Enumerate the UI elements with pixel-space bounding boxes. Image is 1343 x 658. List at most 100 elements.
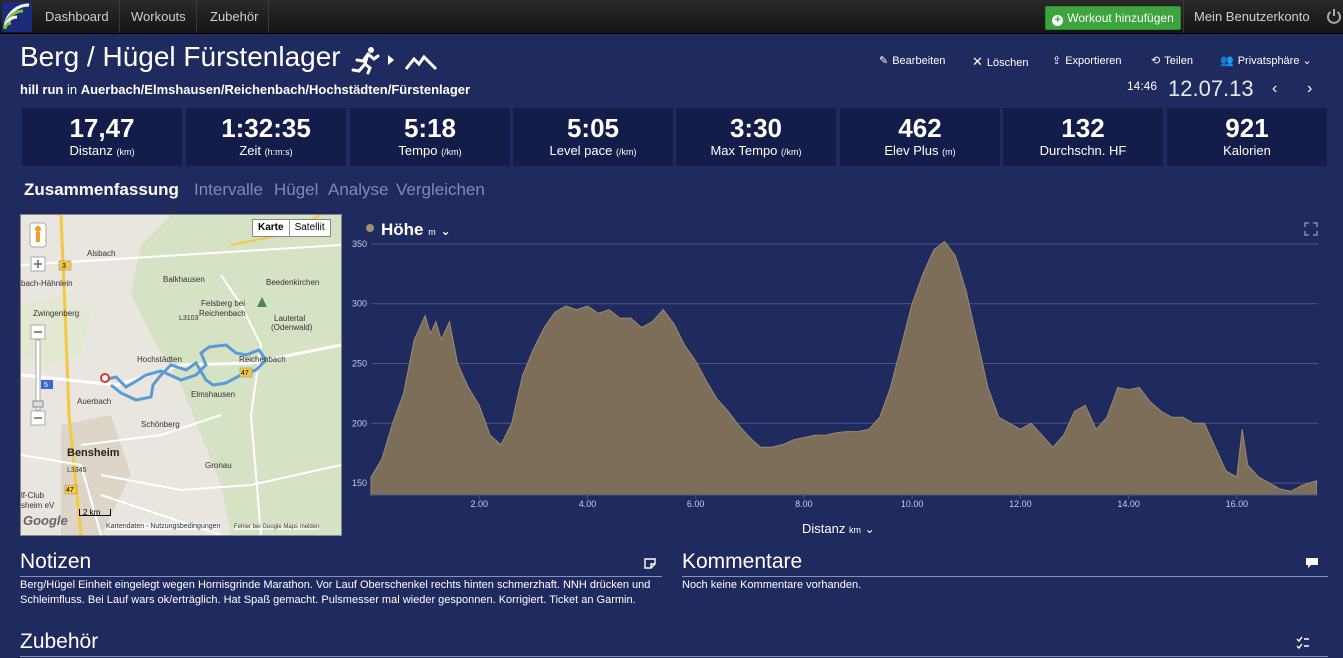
stat-value: 1:32:35 xyxy=(221,113,311,143)
y-tick-label: 250 xyxy=(352,359,367,369)
x-label-unit: km xyxy=(848,525,861,535)
stat-value: 462 xyxy=(898,113,942,143)
y-tick-label: 200 xyxy=(352,418,367,428)
map-place: L3103 xyxy=(179,315,199,322)
tab-summary[interactable]: Zusammenfassung xyxy=(24,180,179,199)
stat-value: 921 xyxy=(1225,113,1269,143)
tab-compare[interactable]: Vergleichen xyxy=(396,180,485,199)
y-tick-label: 350 xyxy=(352,239,367,249)
checklist-icon[interactable] xyxy=(1296,636,1310,650)
map-place: Lautertal xyxy=(274,314,306,323)
map-place: sheim eV xyxy=(21,501,55,510)
nav-workouts[interactable]: Workouts xyxy=(121,0,197,33)
map-place: Schönberg xyxy=(141,420,180,429)
x-tick-label: 2.00 xyxy=(470,499,488,509)
comments-text: Noch keine Kommentare vorhanden. xyxy=(682,579,862,591)
workout-type: hill run xyxy=(20,82,64,97)
account-menu[interactable]: Mein Benutzerkonto xyxy=(1183,0,1310,33)
svg-text:47: 47 xyxy=(241,370,249,377)
map-canvas: 3 5 47 47 xyxy=(21,215,341,535)
next-workout-chevron-icon[interactable]: › xyxy=(1307,80,1313,97)
gear-divider xyxy=(20,656,1328,657)
chevron-down-icon: ⌄ xyxy=(440,224,451,238)
pencil-icon: ✎ xyxy=(879,55,889,67)
map-place: Balkhausen xyxy=(163,275,205,284)
workout-time: 14:46 xyxy=(1127,79,1158,93)
map-place: Elmshausen xyxy=(191,390,236,399)
stat-calories: 921 Kalorien xyxy=(1167,108,1327,166)
notes-divider xyxy=(20,576,662,577)
map-type-karte[interactable]: Karte xyxy=(253,220,290,236)
stat-max-pace: 3:30 Max Tempo (/km) xyxy=(676,108,836,166)
notes-text: Berg/Hügel Einheit eingelegt wegen Horni… xyxy=(20,579,651,606)
prev-workout-chevron-icon[interactable]: ‹ xyxy=(1272,80,1278,97)
export-label: Exportieren xyxy=(1065,55,1122,67)
x-tick-label: 12.00 xyxy=(1009,499,1032,509)
stat-label: Level pace (/km) xyxy=(549,143,637,158)
comments-divider xyxy=(682,576,1328,577)
comment-icon[interactable] xyxy=(1305,556,1319,570)
workout-date: 12.07.13 xyxy=(1168,76,1254,101)
map-place: bach-Hähnlein xyxy=(21,279,73,288)
map-place: Reichenbach xyxy=(199,309,246,318)
stat-avg-hr: 132 Durchschn. HF xyxy=(1003,108,1163,166)
tab-analysis[interactable]: Analyse xyxy=(328,180,389,199)
map-type-satellit[interactable]: Satellit xyxy=(294,222,325,233)
app-logo-icon[interactable] xyxy=(2,2,32,32)
map-place: Zwingenberg xyxy=(33,309,80,318)
stat-value: 132 xyxy=(1061,113,1105,143)
close-icon: ✕ xyxy=(972,54,983,69)
edit-label: Bearbeiten xyxy=(892,55,946,67)
delete-button[interactable]: ✕ Löschen xyxy=(972,54,1029,70)
stat-label: Kalorien xyxy=(1223,143,1271,158)
chart-x-axis-label[interactable]: Distanz km ⌄ xyxy=(802,521,875,536)
power-icon[interactable] xyxy=(1326,8,1342,24)
stat-distance: 17,47 Distanz (km) xyxy=(22,108,182,166)
x-tick-label: 6.00 xyxy=(687,499,705,509)
stat-value: 5:05 xyxy=(566,113,620,143)
edit-button[interactable]: ✎ Bearbeiten xyxy=(879,54,945,67)
map-place: Auerbach xyxy=(77,397,112,406)
comments-title: Kommentare xyxy=(682,550,803,573)
workout-location: Auerbach/Elmshausen/Reichenbach/Hochstäd… xyxy=(80,82,471,97)
edit-note-icon[interactable] xyxy=(643,556,657,570)
map-footer-links[interactable]: Kartendaten - Nutzungsbedingungen xyxy=(106,523,221,530)
runner-icon xyxy=(351,47,380,75)
export-icon: ⇪ xyxy=(1052,55,1062,67)
elevation-area[interactable] xyxy=(370,240,1317,496)
expand-icon[interactable] xyxy=(1304,222,1318,236)
elevation-chart[interactable]: 150 200 250 300 350 2.00 4.00 6.00 8.00 10.00 12.0… xyxy=(346,212,1338,542)
stat-label: Zeit (h:m:s) xyxy=(239,143,293,158)
x-tick-label: 4.00 xyxy=(579,499,597,509)
workout-title: Berg / Hügel Fürstenlager xyxy=(20,41,341,72)
privacy-dropdown[interactable]: 👥 Privatsphäre ⌄ xyxy=(1220,54,1312,67)
route-start-marker xyxy=(100,373,110,383)
x-tick-label: 10.00 xyxy=(901,499,924,509)
x-tick-label: 16.00 xyxy=(1226,499,1249,509)
map-type-toggle[interactable]: Karte Satellit xyxy=(252,219,331,237)
map-place: Bensheim xyxy=(67,447,120,459)
share-icon: ⟲ xyxy=(1151,55,1161,67)
stat-label: Distanz (km) xyxy=(69,143,135,158)
map-report-link[interactable]: Fehler bei Google Maps melden xyxy=(234,524,320,530)
chart-title-text: Höhe xyxy=(381,220,424,239)
workout-in: in xyxy=(66,82,78,97)
map-place: Hochstädten xyxy=(137,355,182,364)
chevron-down-icon: ⌄ xyxy=(864,522,875,536)
gear-title: Zubehör xyxy=(20,630,99,653)
route-map[interactable]: 3 5 47 47 Alsbach Balkhausen Beedenkirch… xyxy=(20,214,342,536)
nav-gear[interactable]: Zubehör xyxy=(200,0,270,33)
tab-intervals[interactable]: Intervalle xyxy=(194,180,263,199)
users-icon: 👥 xyxy=(1220,55,1234,67)
add-workout-label: Workout hinzufügen xyxy=(1067,11,1174,25)
map-place: Reichenbach xyxy=(239,355,286,364)
export-button[interactable]: ⇪ Exportieren xyxy=(1052,54,1121,67)
chart-title[interactable]: Höhe m ⌄ xyxy=(366,220,451,240)
add-workout-button[interactable]: + Workout hinzufügen xyxy=(1045,6,1181,30)
tab-hills[interactable]: Hügel xyxy=(274,180,319,199)
nav-dashboard[interactable]: Dashboard xyxy=(35,0,120,33)
workout-subtitle: hill run in Auerbach/Elmshausen/Reichenb… xyxy=(20,82,470,97)
map-place: Beedenkirchen xyxy=(266,278,320,287)
share-button[interactable]: ⟲ Teilen xyxy=(1151,54,1193,67)
y-tick-label: 300 xyxy=(352,299,367,309)
